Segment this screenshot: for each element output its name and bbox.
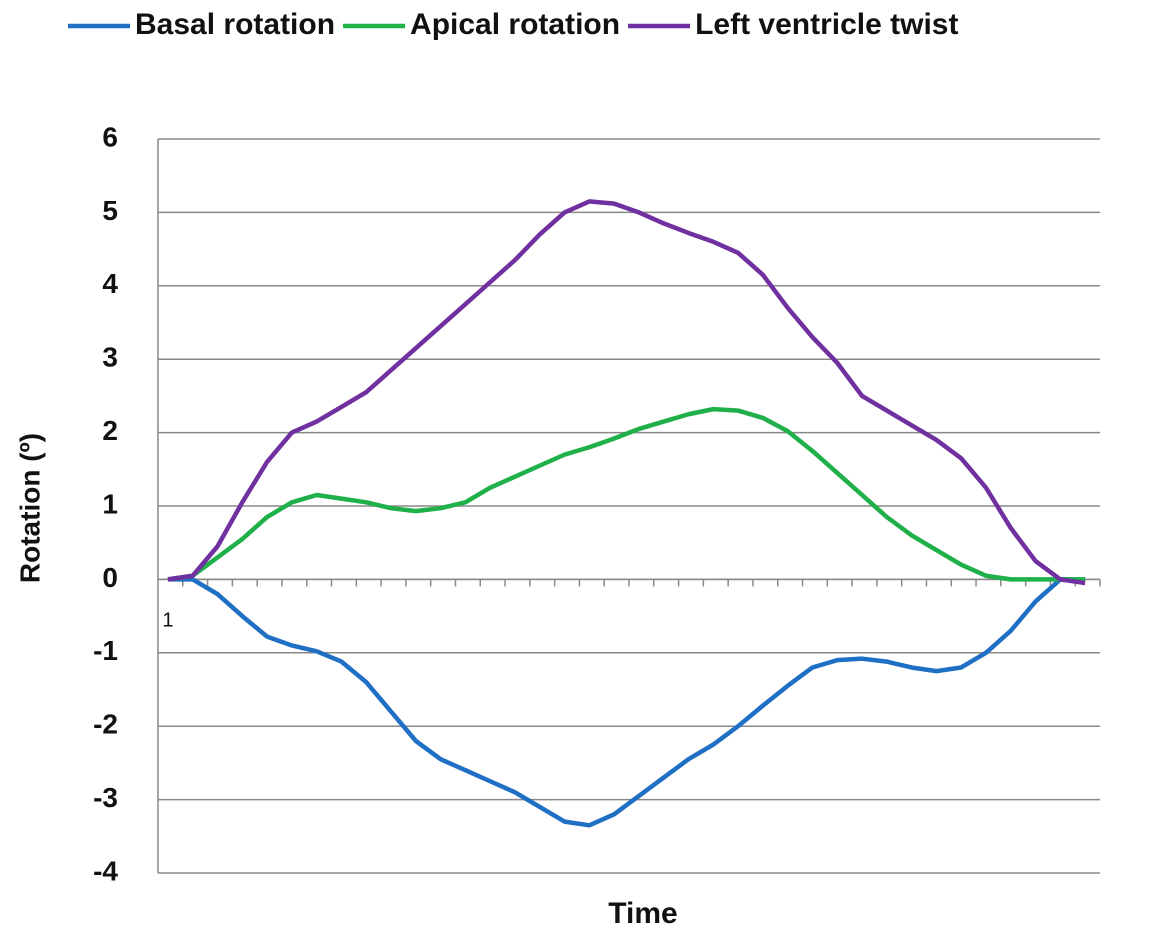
x-axis-label: Time [608,897,677,930]
x-tick-label: 1 [162,610,173,632]
y-axis-label: Rotation (º) [14,433,45,583]
series-line [167,199,1086,586]
y-tick-label: 0 [102,562,118,593]
y-tick-label: -4 [93,855,118,886]
y-tick-label: 5 [102,195,118,226]
legend-label: Left ventricle twist [695,8,958,41]
y-tick-label: 4 [102,268,118,299]
y-tick-label: 1 [102,488,118,519]
y-tick-label: 6 [102,121,118,152]
series-line [167,577,1086,828]
y-tick-label: -3 [93,782,118,813]
y-tick-label: -2 [93,709,118,740]
y-tick-label: 2 [102,415,118,446]
y-tick-label: -1 [93,635,118,666]
series-line [167,406,1086,582]
legend-label: Basal rotation [135,8,335,41]
y-tick-label: 3 [102,342,118,373]
legend-label: Apical rotation [410,8,620,41]
